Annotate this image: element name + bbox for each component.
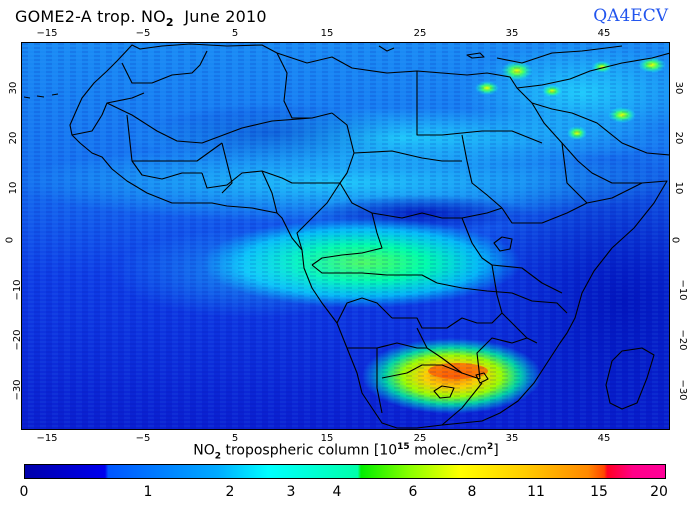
colorbar	[24, 464, 666, 479]
colorbar-tick: 2	[225, 484, 235, 500]
colorbar-tick: 15	[590, 484, 608, 500]
lon-tick-top: 5	[231, 28, 239, 39]
lon-tick-top: 15	[320, 28, 334, 39]
lon-tick-top: −15	[36, 28, 58, 39]
lat-tick-right: −30	[677, 379, 689, 401]
lon-tick-bottom: −5	[135, 433, 151, 444]
lon-tick-top: 45	[597, 28, 611, 39]
lat-tick-right: 30	[672, 81, 684, 95]
colorbar-tick: 11	[527, 484, 545, 500]
lon-tick-bottom: 45	[597, 433, 611, 444]
lon-tick-bottom: 5	[231, 433, 239, 444]
lat-tick-left: 0	[4, 236, 16, 244]
colorbar-tick: 4	[332, 484, 342, 500]
lon-tick-top: −5	[135, 28, 151, 39]
lat-tick-left: 30	[7, 81, 19, 95]
colorbar-tick: 8	[467, 484, 477, 500]
colorbar-label: NO2 tropospheric column [1015 molec./cm2…	[193, 442, 499, 462]
no2-map	[21, 42, 670, 430]
lat-tick-right: 0	[669, 236, 681, 244]
colorbar-tick: 0	[19, 484, 29, 500]
lon-tick-bottom: 25	[413, 433, 427, 444]
colorbar-tick: 1	[143, 484, 153, 500]
colorbar-tick: 6	[408, 484, 418, 500]
map-title: GOME2-A trop. NO2 June 2010	[15, 7, 267, 30]
lon-tick-bottom: 15	[320, 433, 334, 444]
lon-tick-top: 25	[413, 28, 427, 39]
lon-tick-top: 35	[505, 28, 519, 39]
lon-tick-bottom: −15	[36, 433, 58, 444]
colorbar-tick: 20	[650, 484, 668, 500]
brand-logo: QA4ECV	[593, 6, 668, 26]
lat-tick-right: 10	[672, 181, 684, 195]
lat-tick-left: 10	[7, 181, 19, 195]
lon-tick-bottom: 35	[505, 433, 519, 444]
colorbar-tick: 3	[286, 484, 296, 500]
lat-tick-right: −10	[677, 279, 689, 301]
lat-tick-left: 20	[7, 131, 19, 145]
lat-tick-right: 20	[672, 131, 684, 145]
lat-tick-right: −20	[677, 329, 689, 351]
